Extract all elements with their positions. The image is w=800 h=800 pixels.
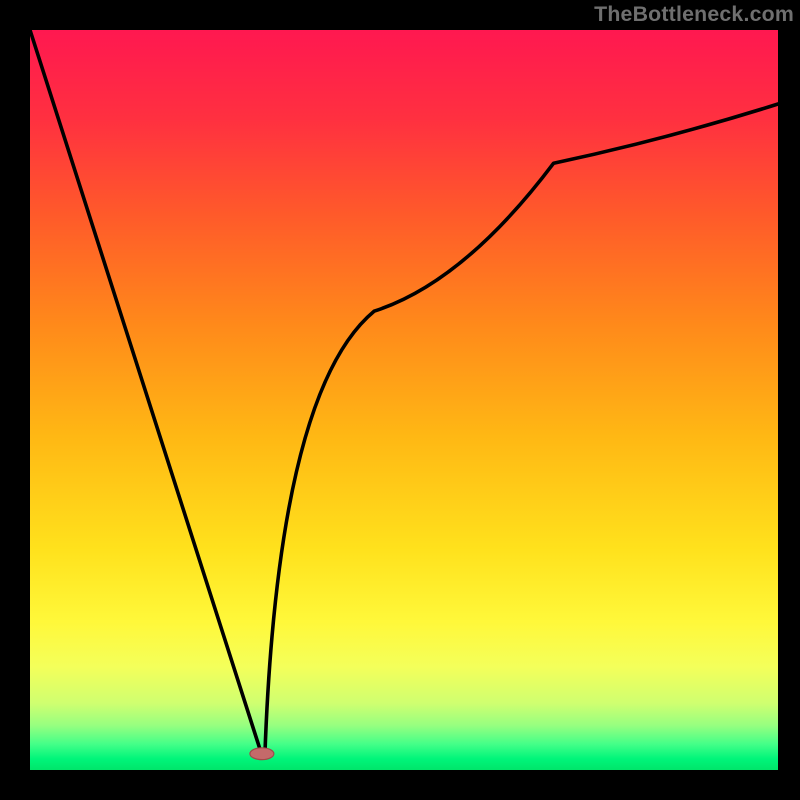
- optimal-point-marker: [250, 748, 274, 760]
- plot-area: [30, 30, 778, 770]
- chart-svg: [0, 0, 800, 800]
- chart-root: TheBottleneck.com: [0, 0, 800, 800]
- watermark-text: TheBottleneck.com: [594, 2, 794, 27]
